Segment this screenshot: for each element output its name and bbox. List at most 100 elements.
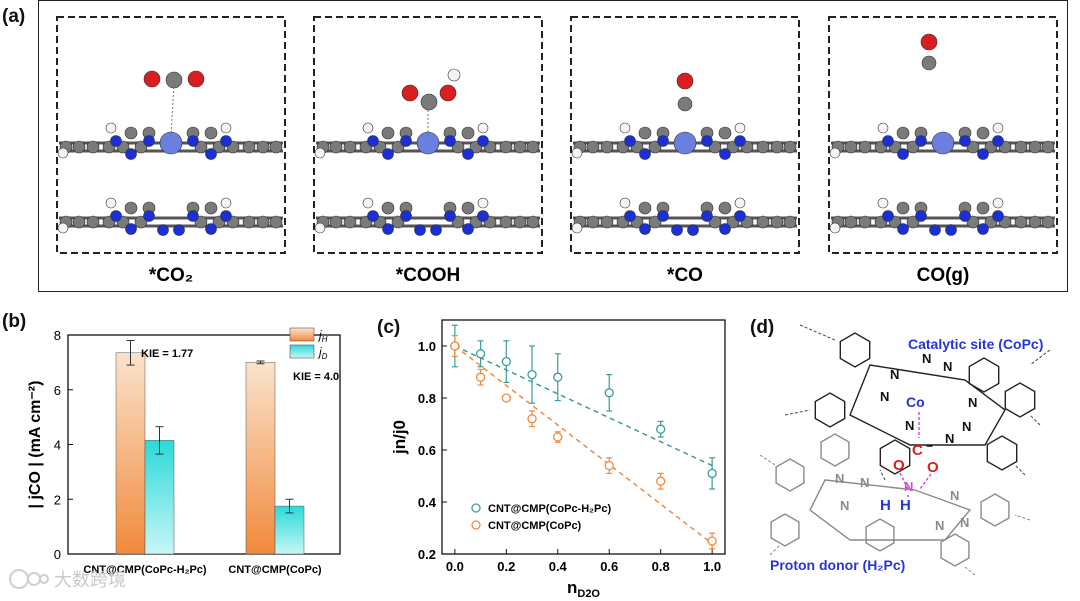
benzene-ring xyxy=(980,493,1010,527)
kie-annotation: KIE = 1.77 xyxy=(141,348,193,360)
carbon-atom xyxy=(269,215,283,229)
panel-d: (d) Catalytic site (CoPc) Proton donor (… xyxy=(740,305,1080,601)
nitrogen-atom xyxy=(205,148,217,160)
carbon-atom xyxy=(708,140,722,154)
x-tick-label: 0.0 xyxy=(446,559,464,574)
carbon-atom xyxy=(343,215,357,229)
carbon-atom xyxy=(526,215,540,229)
nitrogen-atom xyxy=(110,210,122,222)
carbon-atom xyxy=(976,126,990,140)
extension-bond xyxy=(1029,414,1041,426)
carbon-atom xyxy=(708,215,722,229)
hydrogen-label: H xyxy=(880,497,891,514)
nitrogen-atom xyxy=(719,148,731,160)
y-axis-label: | jCO | (mA cm⁻²) xyxy=(27,381,44,509)
nitrogen-atom xyxy=(915,210,927,222)
carbon-atom xyxy=(461,126,475,140)
carbon-atom xyxy=(165,71,183,89)
legend-label: jD xyxy=(317,345,328,361)
hydrogen-atom xyxy=(829,222,841,234)
data-point xyxy=(501,393,511,403)
carbon-atom xyxy=(86,140,100,154)
proton-donor-label: Proton donor (H₂Pc) xyxy=(770,557,906,573)
carbon-atom xyxy=(499,140,513,154)
oxygen-atom xyxy=(187,70,205,88)
carbon-atom xyxy=(343,140,357,154)
carbon-atom xyxy=(391,215,405,229)
bar-jh xyxy=(115,352,146,555)
carbon-atom xyxy=(677,96,693,112)
nitrogen-atom xyxy=(915,135,927,147)
hydrogen-atom xyxy=(220,197,232,209)
oxygen-atom xyxy=(920,33,938,51)
state-dashed-box xyxy=(313,16,543,254)
benzene-ring xyxy=(839,332,871,368)
state-cooh: *COOH xyxy=(313,16,543,286)
y-tick-label: 0.6 xyxy=(418,443,436,458)
hydrogen-atom xyxy=(877,122,889,134)
state-dashed-box xyxy=(828,16,1058,254)
nitrogen-label: N xyxy=(860,475,869,490)
carbon-atom xyxy=(134,140,148,154)
nitrogen-atom xyxy=(187,210,199,222)
nitrogen-atom xyxy=(143,210,155,222)
carbon-atom xyxy=(461,201,475,215)
carbon-atom xyxy=(86,215,100,229)
data-point xyxy=(604,388,614,398)
nitrogen-atom xyxy=(639,223,651,235)
nitrogen-atom xyxy=(205,223,217,235)
x-tick-label: 0.6 xyxy=(600,559,618,574)
hydrogen-atom xyxy=(877,197,889,209)
hydrogen-atom xyxy=(619,122,631,134)
oxygen-atom xyxy=(401,84,419,102)
oxygen-label: O xyxy=(893,457,905,474)
nitrogen-atom xyxy=(701,210,713,222)
carbon-atom xyxy=(499,215,513,229)
nitrogen-atom xyxy=(125,148,137,160)
nitrogen-atom xyxy=(400,135,412,147)
nitrogen-atom xyxy=(157,224,169,236)
oxygen-atom xyxy=(676,72,694,90)
carbon-atom xyxy=(204,126,218,140)
nitrogen-atom xyxy=(125,223,137,235)
extension-bond xyxy=(1029,349,1051,366)
x-axis-label-subscript: D2O xyxy=(577,588,600,600)
hydrogen-atom xyxy=(477,197,489,209)
carbon-atom xyxy=(718,201,732,215)
carbon-atom xyxy=(242,215,256,229)
nitrogen-atom xyxy=(414,224,426,236)
state-cog: CO(g) xyxy=(828,16,1058,286)
bar-jh xyxy=(245,362,276,555)
carbon-atom xyxy=(966,140,980,154)
macrocycle-ring xyxy=(849,364,1006,446)
nitrogen-atom xyxy=(173,224,185,236)
fit-line xyxy=(454,345,713,467)
carbon-atom xyxy=(242,140,256,154)
carbon-atom xyxy=(718,126,732,140)
charge-label: − xyxy=(926,439,933,453)
nitrogen-label: N xyxy=(968,395,977,410)
panel-a-structures: *CO₂ *COOH *CO CO(g) xyxy=(56,16,1058,286)
hydrogen-atom xyxy=(105,197,117,209)
hydrogen-atom xyxy=(314,147,326,159)
nitrogen-atom xyxy=(639,148,651,160)
carbon-atom xyxy=(381,201,395,215)
nitrogen-atom xyxy=(929,224,941,236)
hydrogen-atom xyxy=(571,147,583,159)
nitrogen-atom xyxy=(400,210,412,222)
carbon-atom xyxy=(770,140,784,154)
carbon-atom xyxy=(194,215,208,229)
cobalt-atom xyxy=(673,131,697,155)
nitrogen-atom xyxy=(477,210,489,222)
carbon-label: C xyxy=(912,442,923,459)
benzene-ring xyxy=(879,439,911,475)
hydrogen-atom xyxy=(571,222,583,234)
extension-bond xyxy=(759,454,776,466)
legend-subscript: H xyxy=(322,335,328,344)
extension-bond xyxy=(799,324,836,341)
watermark: 大数跨境 xyxy=(8,566,126,592)
bar-jd xyxy=(144,440,175,555)
